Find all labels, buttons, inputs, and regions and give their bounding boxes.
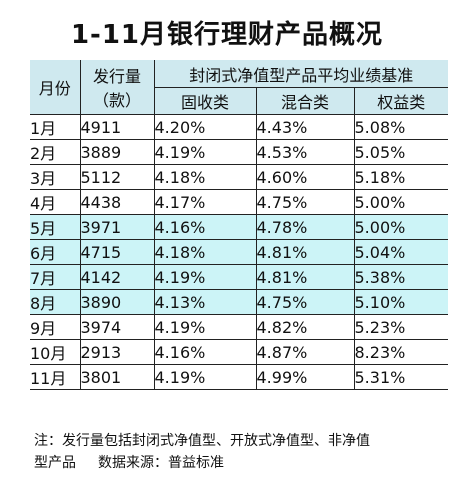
issue-count-cell: 3801 bbox=[80, 364, 155, 390]
equity-cell: 8.23% bbox=[354, 339, 449, 365]
fixed-income-cell: 4.19% bbox=[154, 364, 257, 390]
header-issue-line2: （款） bbox=[92, 91, 141, 110]
header-fixed-income: 固收类 bbox=[154, 87, 257, 115]
fixed-income-cell: 4.13% bbox=[154, 289, 257, 315]
table-row: 6月 4715 4.18% 4.81% 5.04% bbox=[30, 239, 449, 265]
equity-cell: 5.18% bbox=[354, 164, 449, 190]
issue-count-cell: 4438 bbox=[80, 189, 155, 215]
mixed-cell: 4.99% bbox=[256, 364, 355, 390]
header-row-1: 月份 发行量 （款） 封闭式净值型产品平均业绩基准 bbox=[30, 60, 449, 115]
header-issue: 发行量 （款） bbox=[80, 60, 155, 115]
equity-cell: 5.08% bbox=[354, 114, 449, 140]
footnote-source: 数据来源：普益标准 bbox=[98, 455, 224, 471]
month-cell: 10月 bbox=[30, 339, 81, 365]
equity-cell: 5.04% bbox=[354, 239, 449, 265]
issue-count-cell: 3971 bbox=[80, 214, 155, 240]
issue-count-cell: 4142 bbox=[80, 264, 155, 290]
table-body: 1月 4911 4.20% 4.43% 5.08% 2月 3889 4.19% 4.53% 5.0… bbox=[30, 114, 449, 390]
mixed-cell: 4.75% bbox=[256, 289, 355, 315]
mixed-cell: 4.81% bbox=[256, 264, 355, 290]
mixed-cell: 4.53% bbox=[256, 139, 355, 165]
table-row: 9月 3974 4.19% 4.82% 5.23% bbox=[30, 314, 449, 340]
financial-products-table: 月份 发行量 （款） 封闭式净值型产品平均业绩基准 固收类 混合类 权益类 1月… bbox=[30, 60, 449, 390]
issue-count-cell: 3974 bbox=[80, 314, 155, 340]
table-row: 8月 3890 4.13% 4.75% 5.10% bbox=[30, 289, 449, 315]
mixed-cell: 4.82% bbox=[256, 314, 355, 340]
issue-count-cell: 3890 bbox=[80, 289, 155, 315]
table-row: 4月 4438 4.17% 4.75% 5.00% bbox=[30, 189, 449, 215]
header-equity: 权益类 bbox=[354, 87, 449, 115]
table-row: 1月 4911 4.20% 4.43% 5.08% bbox=[30, 114, 449, 140]
fixed-income-cell: 4.17% bbox=[154, 189, 257, 215]
table-row: 10月 2913 4.16% 4.87% 8.23% bbox=[30, 339, 449, 365]
table-title: 1-11月银行理财产品概况 bbox=[70, 20, 384, 50]
equity-cell: 5.23% bbox=[354, 314, 449, 340]
month-cell: 2月 bbox=[30, 139, 81, 165]
table-row: 5月 3971 4.16% 4.78% 5.00% bbox=[30, 214, 449, 240]
table-row: 3月 5112 4.18% 4.60% 5.18% bbox=[30, 164, 449, 190]
equity-cell: 5.38% bbox=[354, 264, 449, 290]
header-issue-line1: 发行量 bbox=[92, 67, 141, 86]
fixed-income-cell: 4.18% bbox=[154, 164, 257, 190]
issue-count-cell: 5112 bbox=[80, 164, 155, 190]
month-cell: 11月 bbox=[30, 364, 81, 390]
table-row: 2月 3889 4.19% 4.53% 5.05% bbox=[30, 139, 449, 165]
issue-count-cell: 4911 bbox=[80, 114, 155, 140]
equity-cell: 5.00% bbox=[354, 189, 449, 215]
footnote-line2-a: 型产品 bbox=[34, 455, 76, 471]
equity-cell: 5.00% bbox=[354, 214, 449, 240]
equity-cell: 5.05% bbox=[354, 139, 449, 165]
table-row: 11月 3801 4.19% 4.99% 5.31% bbox=[30, 364, 449, 390]
month-cell: 7月 bbox=[30, 264, 81, 290]
header-month: 月份 bbox=[30, 60, 81, 115]
mixed-cell: 4.43% bbox=[256, 114, 355, 140]
month-cell: 3月 bbox=[30, 164, 81, 190]
fixed-income-cell: 4.18% bbox=[154, 239, 257, 265]
mixed-cell: 4.60% bbox=[256, 164, 355, 190]
month-cell: 6月 bbox=[30, 239, 81, 265]
fixed-income-cell: 4.19% bbox=[154, 314, 257, 340]
month-cell: 5月 bbox=[30, 214, 81, 240]
fixed-income-cell: 4.16% bbox=[154, 339, 257, 365]
equity-cell: 5.31% bbox=[354, 364, 449, 390]
month-cell: 8月 bbox=[30, 289, 81, 315]
mixed-cell: 4.75% bbox=[256, 189, 355, 215]
equity-cell: 5.10% bbox=[354, 289, 449, 315]
issue-count-cell: 2913 bbox=[80, 339, 155, 365]
footnote-line1: 注：发行量包括封闭式净值型、开放式净值型、非净值 bbox=[34, 433, 370, 449]
mixed-cell: 4.87% bbox=[256, 339, 355, 365]
table-row: 7月 4142 4.19% 4.81% 5.38% bbox=[30, 264, 449, 290]
footnote-line2: 型产品 数据来源：普益标准 bbox=[34, 452, 444, 474]
month-cell: 9月 bbox=[30, 314, 81, 340]
fixed-income-cell: 4.19% bbox=[154, 139, 257, 165]
fixed-income-cell: 4.20% bbox=[154, 114, 257, 140]
month-cell: 4月 bbox=[30, 189, 81, 215]
month-cell: 1月 bbox=[30, 114, 81, 140]
header-benchmark-group: 封闭式净值型产品平均业绩基准 bbox=[154, 60, 449, 88]
header-row-2: 固收类 混合类 权益类 bbox=[30, 87, 449, 115]
issue-count-cell: 3889 bbox=[80, 139, 155, 165]
mixed-cell: 4.78% bbox=[256, 214, 355, 240]
fixed-income-cell: 4.19% bbox=[154, 264, 257, 290]
fixed-income-cell: 4.16% bbox=[154, 214, 257, 240]
issue-count-cell: 4715 bbox=[80, 239, 155, 265]
mixed-cell: 4.81% bbox=[256, 239, 355, 265]
header-mixed: 混合类 bbox=[256, 87, 355, 115]
footnote: 注：发行量包括封闭式净值型、开放式净值型、非净值 型产品 数据来源：普益标准 bbox=[34, 430, 444, 474]
